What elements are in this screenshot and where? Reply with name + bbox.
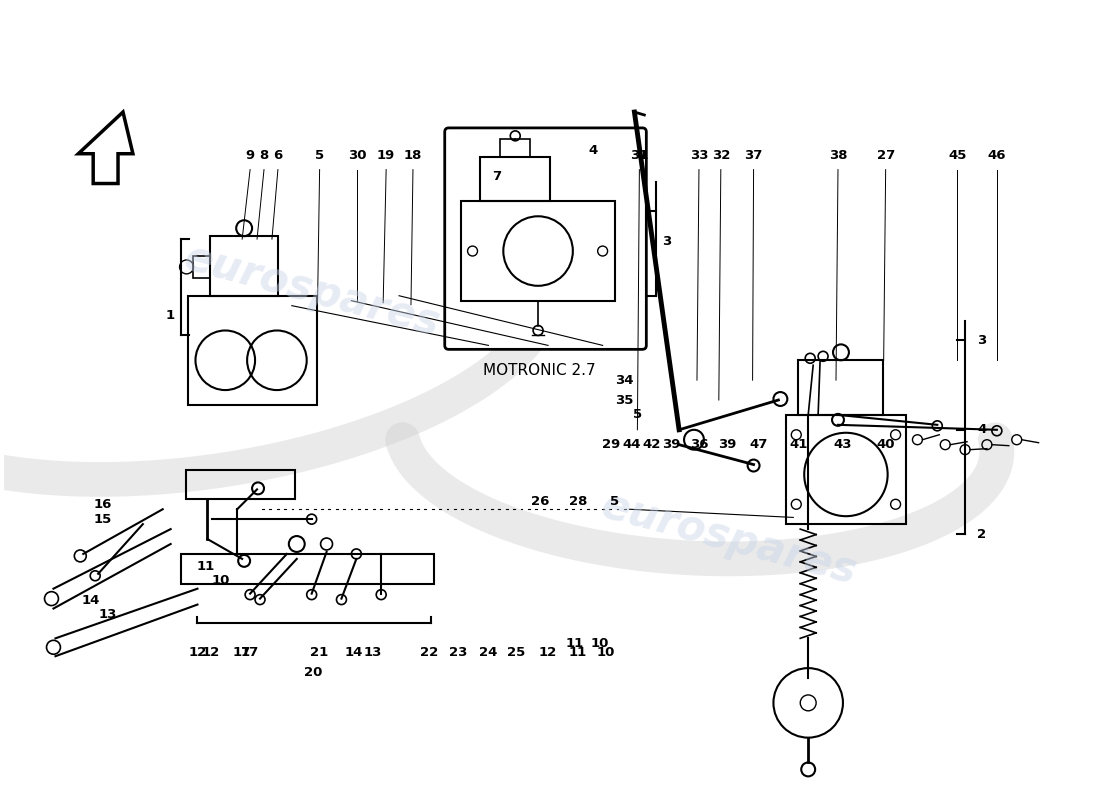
Text: 13: 13	[99, 608, 118, 621]
Bar	[210, 236, 278, 296]
Bar	[186, 470, 295, 499]
FancyBboxPatch shape	[444, 128, 647, 350]
Text: 22: 22	[420, 646, 438, 659]
Text: 28: 28	[569, 494, 587, 508]
Text: 27: 27	[877, 149, 894, 162]
Text: 16: 16	[94, 498, 112, 510]
Text: 14: 14	[344, 646, 363, 659]
Text: 39: 39	[662, 438, 680, 451]
Text: 36: 36	[690, 438, 708, 451]
Text: 12: 12	[188, 646, 207, 659]
Text: 39: 39	[717, 438, 736, 451]
Text: 44: 44	[623, 438, 640, 451]
Text: 41: 41	[789, 438, 807, 451]
Text: 6: 6	[273, 149, 283, 162]
Text: 38: 38	[828, 149, 847, 162]
Text: 19: 19	[377, 149, 395, 162]
Text: 31: 31	[630, 149, 649, 162]
Text: 24: 24	[480, 646, 497, 659]
Text: 5: 5	[315, 149, 324, 162]
Text: 11: 11	[569, 646, 587, 659]
Text: 10: 10	[591, 637, 608, 650]
Text: 9: 9	[245, 149, 255, 162]
Text: 2: 2	[977, 527, 986, 541]
Text: 30: 30	[348, 149, 366, 162]
Text: 11: 11	[565, 637, 584, 650]
Text: 25: 25	[507, 646, 526, 659]
Text: 26: 26	[531, 494, 549, 508]
Text: 5: 5	[632, 408, 642, 422]
Bar	[500, 139, 530, 157]
Text: 23: 23	[450, 646, 468, 659]
Text: 43: 43	[834, 438, 852, 451]
Text: 5: 5	[610, 494, 619, 508]
Text: 17: 17	[241, 646, 260, 659]
Text: 11: 11	[196, 560, 214, 574]
Bar	[799, 360, 882, 415]
Text: 3: 3	[662, 234, 671, 248]
Text: 21: 21	[310, 646, 329, 659]
Text: 4: 4	[977, 423, 987, 436]
Bar	[461, 202, 615, 301]
Bar	[180, 554, 433, 584]
Bar	[786, 415, 905, 524]
Text: 1: 1	[165, 309, 175, 322]
Text: 17: 17	[233, 646, 251, 659]
Text: 32: 32	[712, 149, 730, 162]
Text: 12: 12	[539, 646, 557, 659]
Text: 29: 29	[603, 438, 620, 451]
Text: 15: 15	[94, 513, 112, 526]
Text: 46: 46	[988, 149, 1007, 162]
Bar	[192, 256, 210, 278]
Text: 42: 42	[642, 438, 660, 451]
Text: 14: 14	[82, 594, 100, 607]
Text: eurospares: eurospares	[596, 485, 861, 594]
Text: 45: 45	[948, 149, 966, 162]
Text: MOTRONIC 2.7: MOTRONIC 2.7	[484, 363, 596, 378]
Text: 47: 47	[749, 438, 768, 451]
Text: 20: 20	[305, 666, 322, 679]
Text: 34: 34	[615, 374, 634, 386]
Bar	[187, 296, 317, 405]
Text: 7: 7	[492, 170, 500, 183]
Text: 13: 13	[364, 646, 383, 659]
Text: 4: 4	[588, 144, 597, 157]
Text: 33: 33	[690, 149, 708, 162]
Text: 18: 18	[404, 149, 422, 162]
Text: 3: 3	[977, 334, 987, 347]
Text: 12: 12	[201, 646, 220, 659]
Text: 8: 8	[260, 149, 268, 162]
Text: 10: 10	[211, 574, 230, 587]
Text: 40: 40	[877, 438, 895, 451]
Bar	[481, 157, 550, 202]
Text: 10: 10	[596, 646, 615, 659]
Text: eurospares: eurospares	[179, 237, 444, 345]
Text: 37: 37	[745, 149, 762, 162]
Text: 35: 35	[615, 394, 634, 406]
